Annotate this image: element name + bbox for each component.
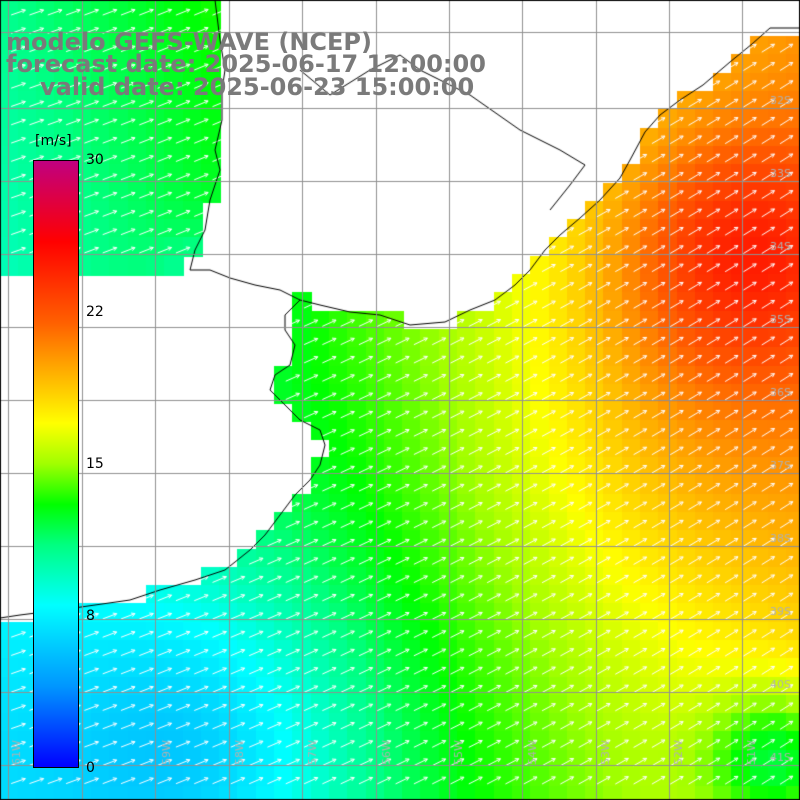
title-valid-date: valid date: 2025-06-23 15:00:00 xyxy=(40,73,475,101)
colorbar xyxy=(33,160,79,768)
colorbar-unit-label: [m/s] xyxy=(35,133,72,149)
colorbar-tick-0: 0 xyxy=(86,760,95,776)
title-forecast-date: forecast date: 2025-06-17 12:00:00 xyxy=(6,50,486,78)
colorbar-tick-22: 22 xyxy=(86,304,104,320)
colorbar-tick-8: 8 xyxy=(86,608,95,624)
colorbar-tick-15: 15 xyxy=(86,456,104,472)
colorbar-tick-30: 30 xyxy=(86,152,104,168)
title-model: modelo GEFS-WAVE (NCEP) xyxy=(6,28,372,56)
